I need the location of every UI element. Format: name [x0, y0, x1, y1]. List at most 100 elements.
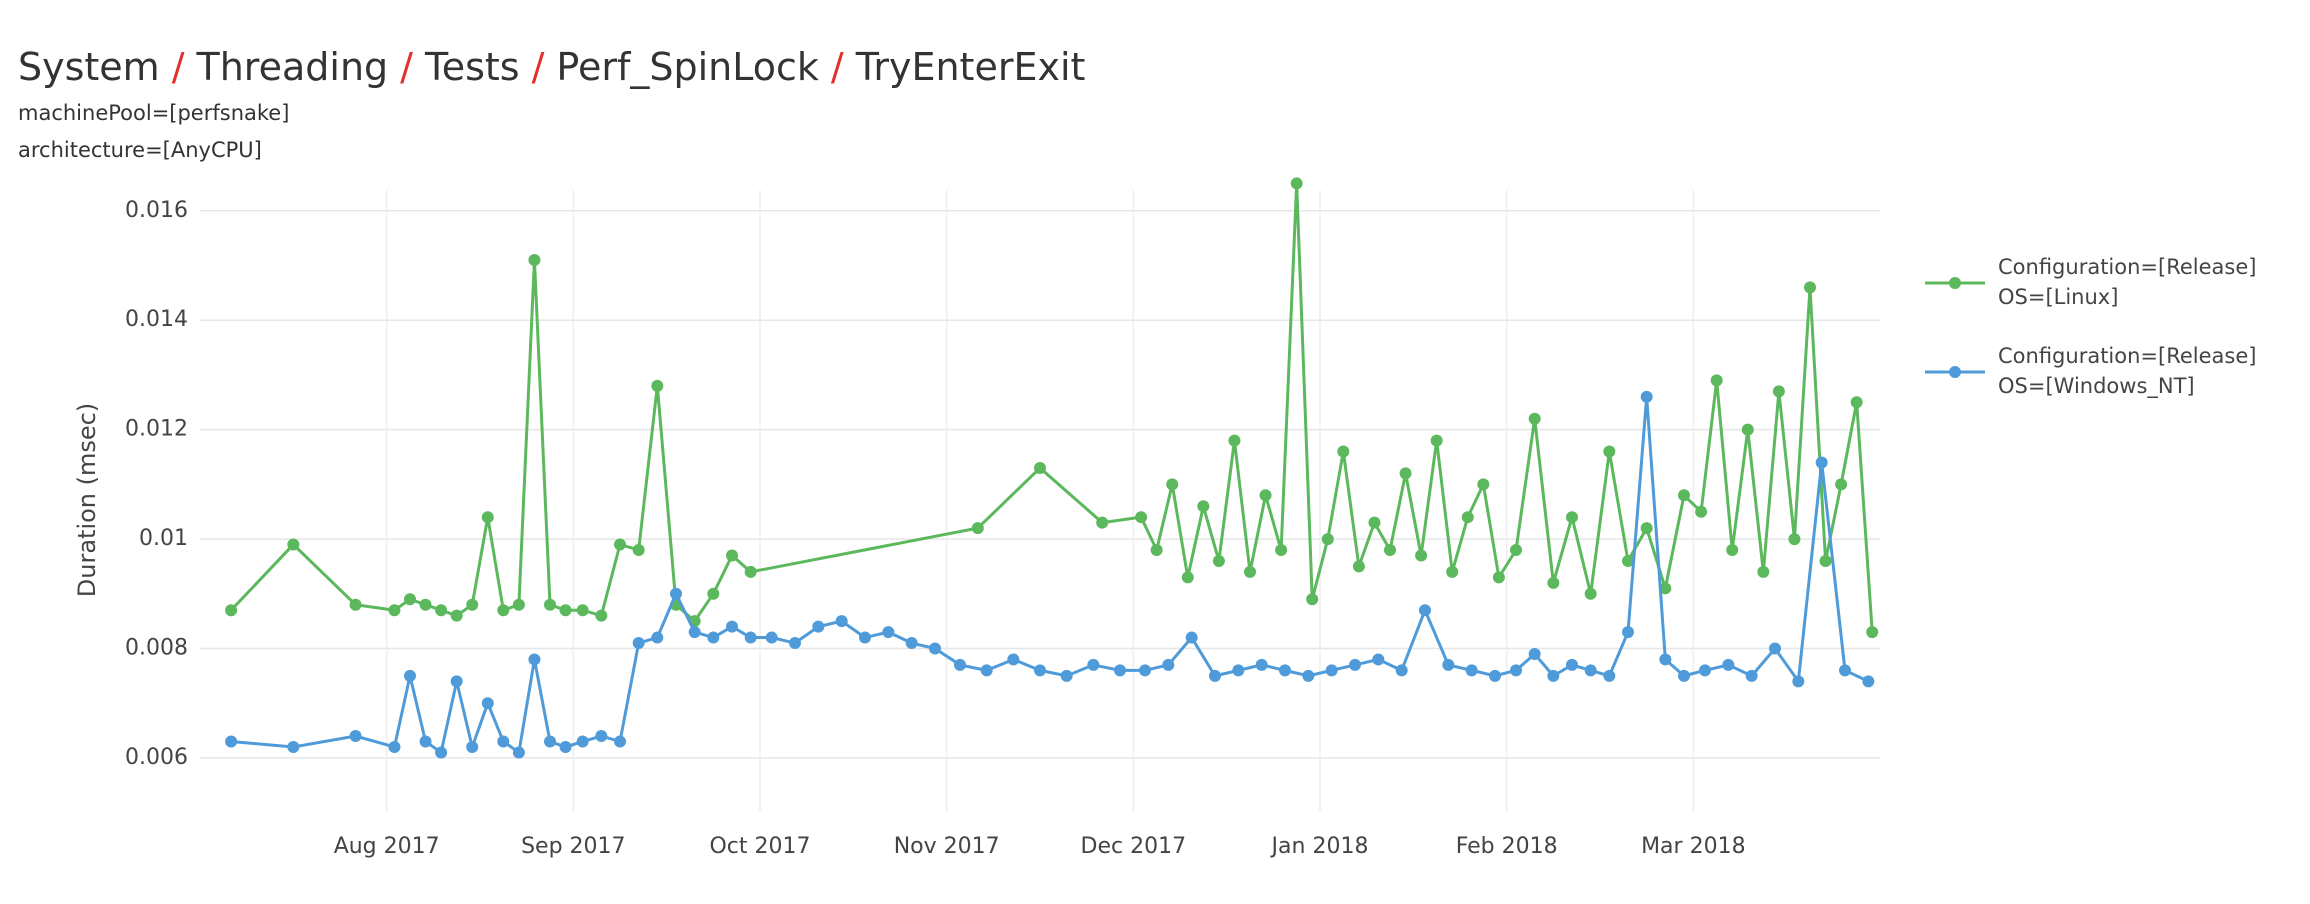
- data-point: [1659, 653, 1672, 666]
- data-point: [1489, 669, 1501, 682]
- data-point: [1566, 511, 1578, 524]
- legend-label: OS=[Linux]: [1998, 285, 2118, 309]
- subtitle: architecture=[AnyCPU]: [18, 138, 262, 162]
- data-point: [435, 604, 448, 617]
- data-point: [1678, 489, 1690, 502]
- data-point: [1678, 669, 1690, 682]
- data-point: [1528, 647, 1541, 660]
- data-point: [1372, 653, 1385, 666]
- data-point: [929, 642, 941, 655]
- data-point: [812, 620, 825, 633]
- data-point: [1096, 516, 1109, 529]
- x-tick-label: Aug 2017: [334, 834, 440, 859]
- data-point: [1255, 658, 1268, 671]
- data-point: [744, 631, 757, 644]
- data-point: [1185, 631, 1198, 644]
- data-point: [726, 620, 738, 633]
- data-point: [1792, 675, 1805, 688]
- data-point: [595, 609, 608, 622]
- data-point: [1745, 669, 1758, 682]
- data-point: [1710, 374, 1723, 387]
- legend-label: Configuration=[Release]: [1998, 344, 2256, 368]
- x-tick-label: Jan 2018: [1270, 834, 1369, 859]
- data-point: [1477, 478, 1490, 491]
- y-tick-label: 0.012: [125, 417, 188, 442]
- legend: Configuration=[Release] OS=[Linux] Configu…: [1925, 255, 2256, 399]
- data-point: [1640, 522, 1653, 535]
- data-point: [1321, 533, 1334, 546]
- data-point: [1087, 658, 1100, 671]
- data-point: [1446, 565, 1459, 578]
- data-point: [1325, 664, 1338, 677]
- data-point: [726, 549, 738, 562]
- data-point: [651, 379, 664, 392]
- data-point: [1622, 554, 1634, 567]
- data-point: [225, 604, 238, 617]
- data-point: [1769, 642, 1781, 655]
- data-point: [544, 735, 556, 748]
- x-tick-label: Nov 2017: [894, 834, 1000, 859]
- data-point: [1430, 434, 1443, 447]
- data-point: [1352, 560, 1365, 573]
- data-point: [1135, 511, 1148, 524]
- data-point: [544, 598, 556, 611]
- x-tick-label: Mar 2018: [1641, 834, 1746, 859]
- x-tick-label: Feb 2018: [1456, 834, 1558, 859]
- data-point: [882, 626, 895, 639]
- data-point: [1640, 390, 1653, 403]
- data-point: [512, 598, 525, 611]
- data-point: [1209, 669, 1221, 682]
- y-tick-label: 0.008: [125, 636, 188, 661]
- title-separator: /: [400, 45, 413, 89]
- data-point: [419, 735, 432, 748]
- x-tick-label: Dec 2017: [1081, 834, 1187, 859]
- data-point: [1603, 445, 1616, 458]
- data-point: [1395, 664, 1408, 677]
- data-point: [1060, 669, 1073, 682]
- legend-marker: [1949, 277, 1961, 289]
- title-part: Perf_SpinLock: [556, 45, 818, 89]
- data-point: [1465, 664, 1478, 677]
- data-point: [1034, 461, 1046, 474]
- data-point: [1722, 658, 1735, 671]
- data-point: [1510, 664, 1522, 677]
- legend-label: Configuration=[Release]: [1998, 255, 2256, 279]
- title-part: Tests: [424, 45, 520, 89]
- data-point: [789, 637, 801, 650]
- data-point: [1306, 593, 1319, 606]
- data-point: [1290, 177, 1303, 190]
- data-point: [1197, 500, 1210, 513]
- data-point: [1181, 571, 1194, 584]
- data-point: [954, 658, 966, 671]
- series-line: [230, 183, 1874, 633]
- data-point: [1772, 385, 1785, 398]
- title-part: System: [18, 45, 160, 89]
- data-point: [1368, 516, 1381, 529]
- data-point: [466, 740, 479, 753]
- data-point: [349, 598, 362, 611]
- data-point: [1757, 565, 1770, 578]
- data-point: [1034, 664, 1046, 677]
- title-separator: /: [831, 45, 844, 89]
- data-point: [1804, 281, 1816, 294]
- data-point: [1275, 544, 1288, 557]
- data-point: [1741, 423, 1754, 436]
- data-point: [497, 735, 510, 748]
- data-point: [905, 637, 918, 650]
- data-point: [1547, 669, 1560, 682]
- legend-label: OS=[Windows_NT]: [1998, 374, 2195, 399]
- y-tick-label: 0.016: [125, 198, 188, 223]
- data-point: [1622, 626, 1634, 639]
- data-point: [1228, 434, 1241, 447]
- data-point: [1584, 587, 1597, 600]
- data-point: [481, 697, 494, 710]
- data-point: [1584, 664, 1597, 677]
- data-point: [450, 675, 463, 688]
- data-point: [1337, 445, 1350, 458]
- data-point: [1442, 658, 1455, 671]
- data-point: [1259, 489, 1272, 502]
- data-point: [1726, 544, 1739, 557]
- data-point: [1114, 664, 1126, 677]
- data-point: [614, 735, 626, 748]
- data-point: [1384, 544, 1396, 557]
